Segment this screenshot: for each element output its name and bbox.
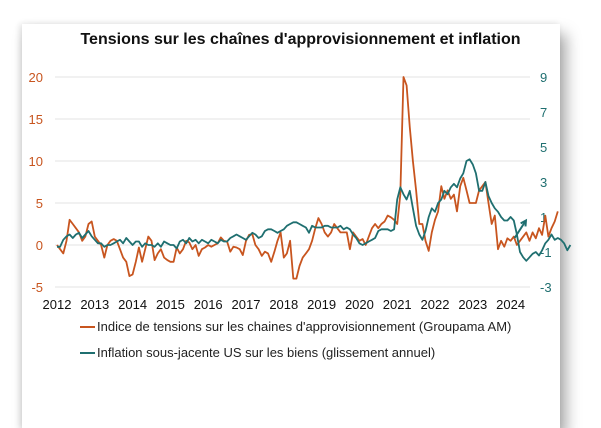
- legend-item-core-goods-inflation: Inflation sous-jacente US sur les biens …: [80, 345, 435, 360]
- gridlines: [55, 76, 530, 288]
- x-tick-label: 2023: [458, 297, 487, 312]
- left-tick-label: 20: [29, 70, 43, 85]
- x-tick-label: 2015: [156, 297, 185, 312]
- x-tick-label: 2012: [43, 297, 72, 312]
- right-tick-label: 5: [540, 140, 547, 155]
- left-axis: 20 15 10 5 0 -5: [29, 70, 43, 295]
- x-tick-label: 2016: [194, 297, 223, 312]
- x-tick-label: 2014: [118, 297, 147, 312]
- series-lines: [56, 76, 572, 280]
- right-tick-label: 9: [540, 70, 547, 85]
- right-tick-label: 1: [540, 210, 547, 225]
- legend-swatch-supply-tension: [80, 325, 95, 328]
- right-tick-label: -1: [540, 245, 552, 260]
- x-tick-label: 2013: [80, 297, 109, 312]
- chart-card: [22, 24, 560, 428]
- x-tick-label: 2021: [383, 297, 412, 312]
- trend-arrow-head-icon: [520, 218, 528, 227]
- left-tick-label: -5: [31, 280, 43, 295]
- x-tick-label: 2019: [307, 297, 336, 312]
- legend-label-core-goods-inflation: Inflation sous-jacente US sur les biens …: [97, 345, 436, 360]
- right-axis: 9 7 5 3 1 -1 -3: [540, 70, 552, 295]
- legend-item-supply-tension: Indice de tensions sur les chaines d'app…: [80, 319, 511, 334]
- x-axis: 2012 2013 2014 2015 2016 2017 2018 2019 2020 2021…: [43, 297, 526, 312]
- x-tick-label: 2022: [421, 297, 450, 312]
- chart-title: Tensions sur les chaînes d'approvisionne…: [80, 31, 521, 48]
- series-line-supply-tension: [56, 76, 559, 280]
- legend-label-supply-tension: Indice de tensions sur les chaines d'app…: [97, 319, 512, 334]
- right-tick-label: -3: [540, 280, 552, 295]
- x-tick-label: 2018: [269, 297, 298, 312]
- trend-arrow-shaft: [513, 219, 527, 239]
- left-tick-label: 5: [36, 196, 43, 211]
- legend-swatch-core-goods-inflation: [80, 351, 95, 354]
- right-tick-label: 3: [540, 175, 547, 190]
- series-line-core-goods-inflation: [57, 158, 572, 262]
- x-tick-label: 2017: [232, 297, 261, 312]
- x-tick-label: 2020: [345, 297, 374, 312]
- left-tick-label: 0: [36, 238, 43, 253]
- left-tick-label: 15: [29, 112, 43, 127]
- right-tick-label: 7: [540, 105, 547, 120]
- x-tick-label: 2024: [496, 297, 525, 312]
- left-tick-label: 10: [29, 154, 43, 169]
